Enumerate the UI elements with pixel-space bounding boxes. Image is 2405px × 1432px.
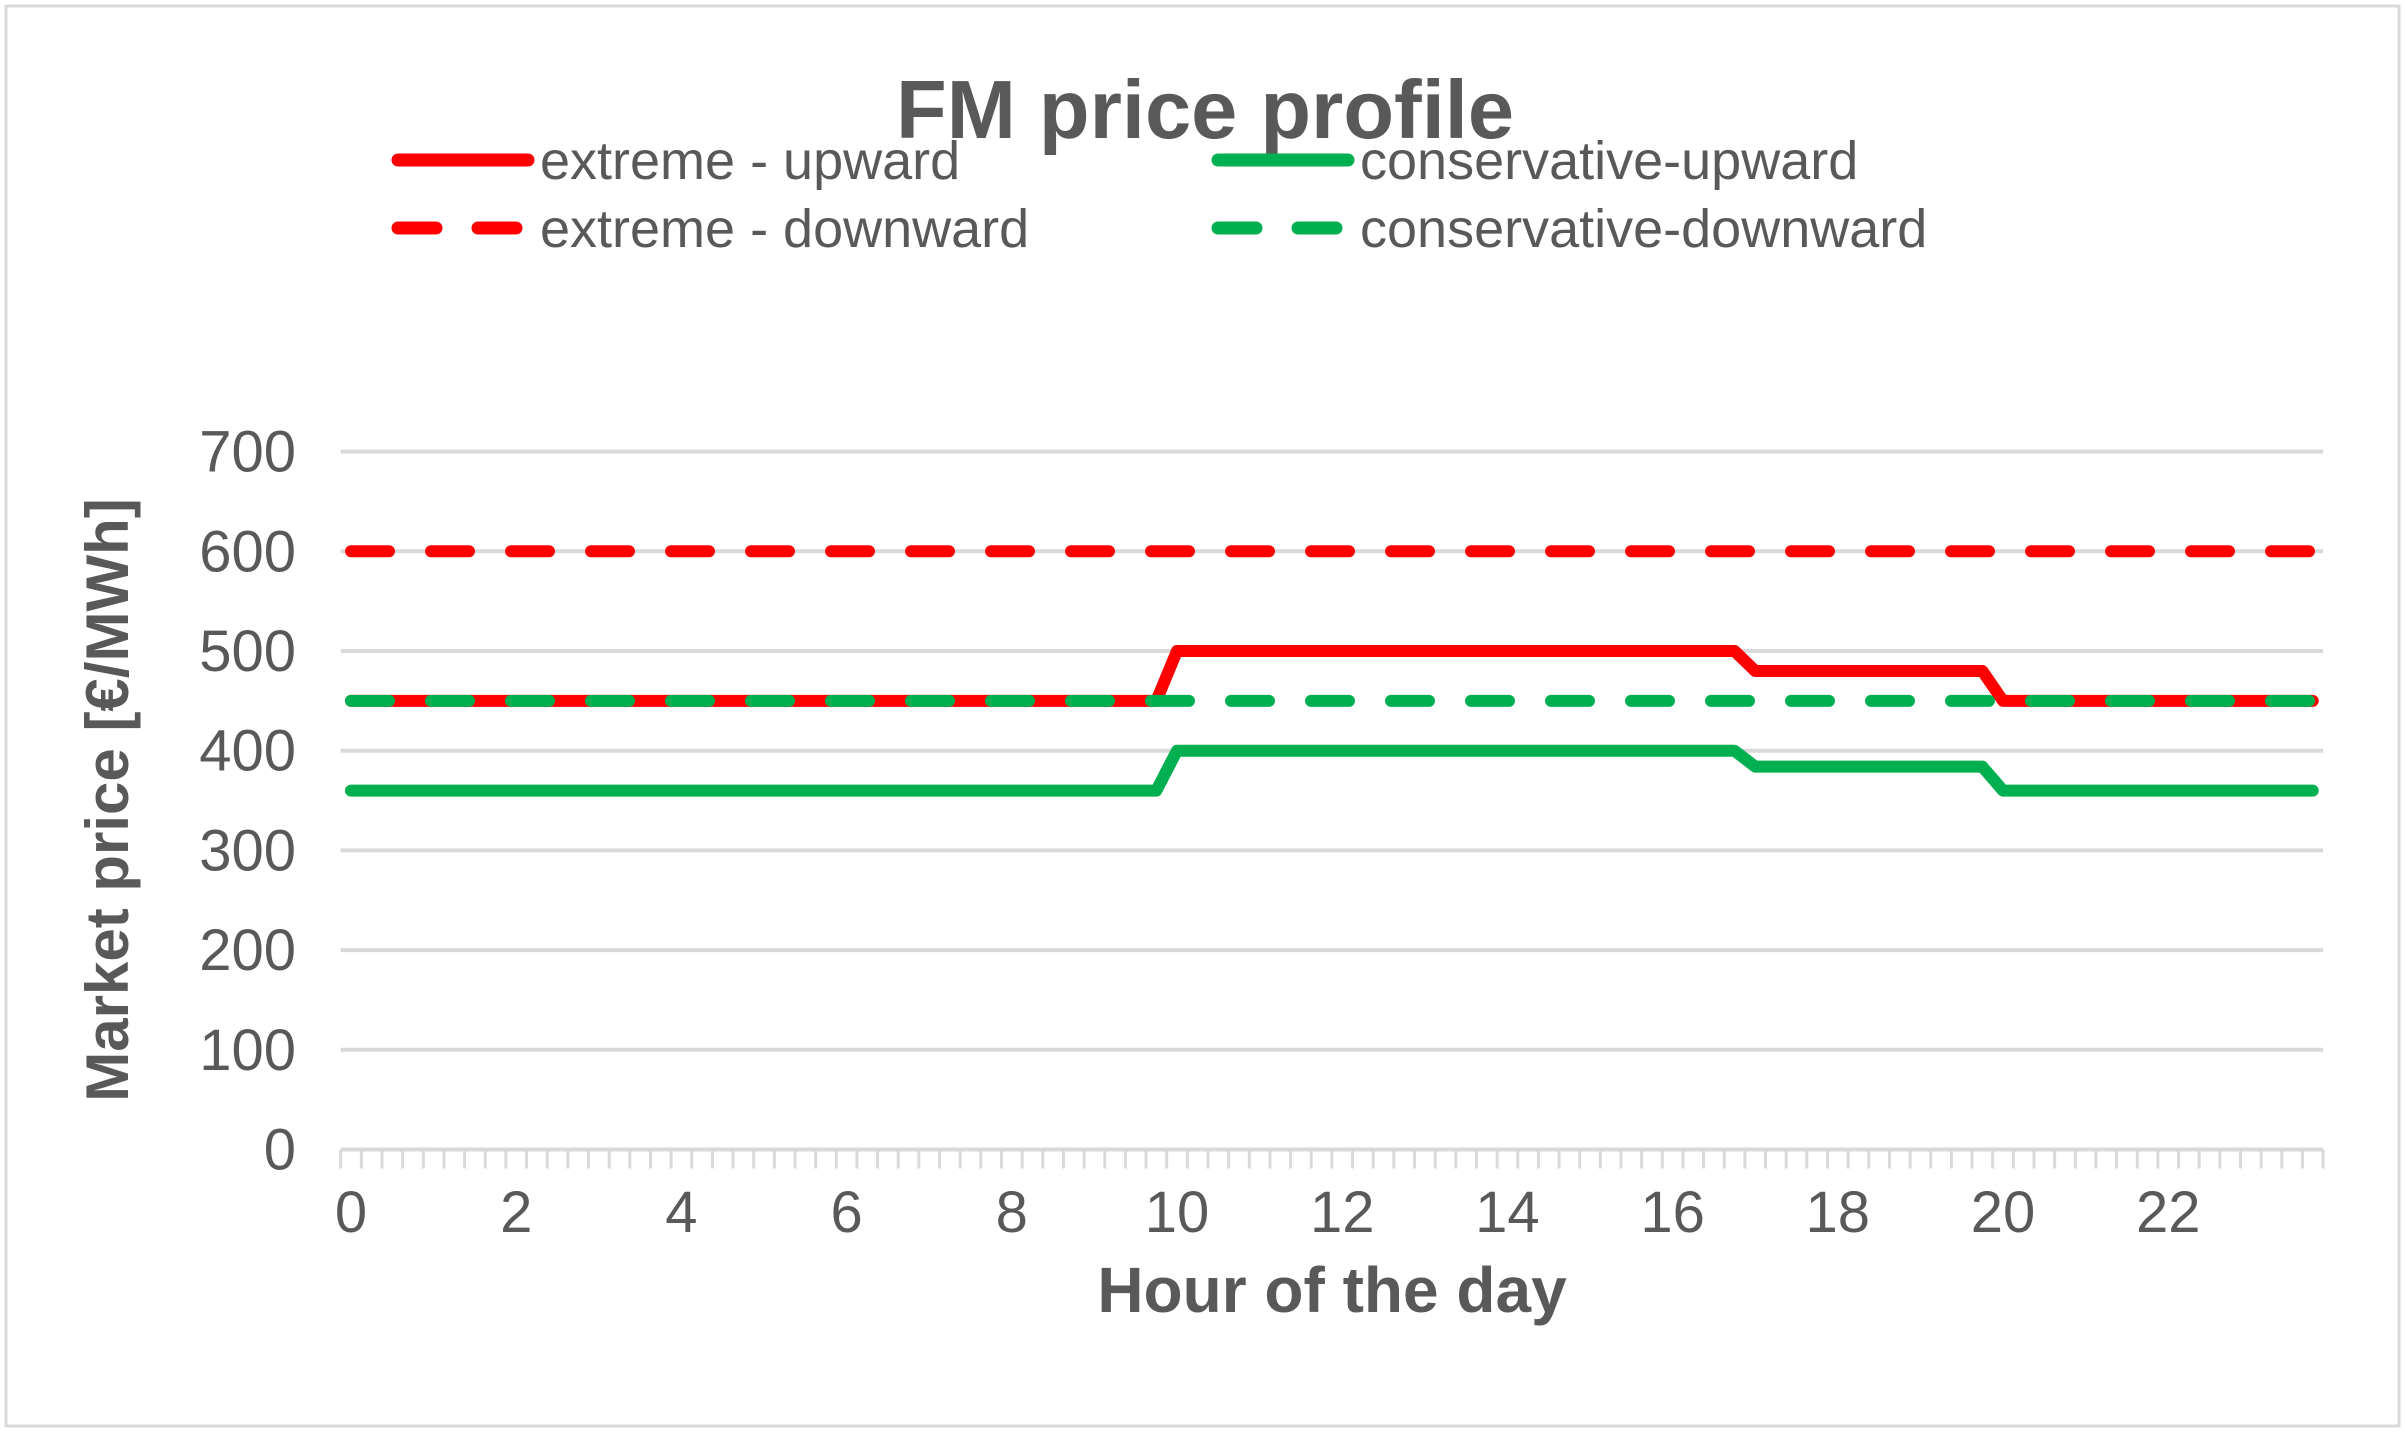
y-tick-label-600: 600 [199,519,296,584]
legend-label-extreme-upward: extreme - upward [540,131,960,191]
x-tick-label-2: 2 [500,1180,532,1245]
y-tick-label-100: 100 [199,1018,296,1083]
series-line-extreme-upward [345,645,2319,707]
x-tick-label-18: 18 [1806,1180,1871,1245]
x-tick-label-16: 16 [1640,1180,1705,1245]
plot-series [345,545,2319,797]
legend: extreme - upward conservative-upward ext… [391,131,1927,259]
x-tick-label-6: 6 [830,1180,862,1245]
x-axis-tick-labels: 0 2 4 6 8 10 12 14 16 18 20 22 [335,1180,2201,1245]
chart-border [4,4,2401,1428]
legend-item-conservative-downward: conservative-downward [1211,199,1927,259]
x-tick-label-10: 10 [1145,1180,1210,1245]
x-tick-label-0: 0 [335,1180,367,1245]
x-tick-label-20: 20 [1971,1180,2036,1245]
legend-label-conservative-downward: conservative-downward [1360,199,1927,259]
y-tick-label-200: 200 [199,918,296,983]
y-tick-label-500: 500 [199,619,296,684]
legend-item-conservative-upward: conservative-upward [1211,131,1858,191]
y-tick-label-700: 700 [199,420,296,485]
legend-label-extreme-downward: extreme - downward [540,199,1029,259]
y-tick-label-300: 300 [199,818,296,883]
y-axis-title: Market price [€/MWh] [74,498,141,1101]
x-tick-label-14: 14 [1475,1180,1540,1245]
x-tick-label-8: 8 [996,1180,1028,1245]
series-line-conservative-upward [345,744,2319,797]
x-tick-label-22: 22 [2136,1180,2201,1245]
x-axis-title: Hour of the day [1097,1254,1567,1326]
x-axis-ticks [339,1149,2325,1169]
legend-item-extreme-upward: extreme - upward [391,131,960,191]
y-tick-label-400: 400 [199,719,296,784]
y-axis-tick-labels: 0 100 200 300 400 500 600 700 [199,420,296,1183]
legend-label-conservative-upward: conservative-upward [1360,131,1858,191]
y-tick-label-0: 0 [264,1118,296,1183]
chart-title: FM price profile [896,63,1514,156]
legend-item-extreme-downward: extreme - downward [391,199,1029,259]
x-tick-label-4: 4 [665,1180,697,1245]
x-tick-label-12: 12 [1310,1180,1375,1245]
